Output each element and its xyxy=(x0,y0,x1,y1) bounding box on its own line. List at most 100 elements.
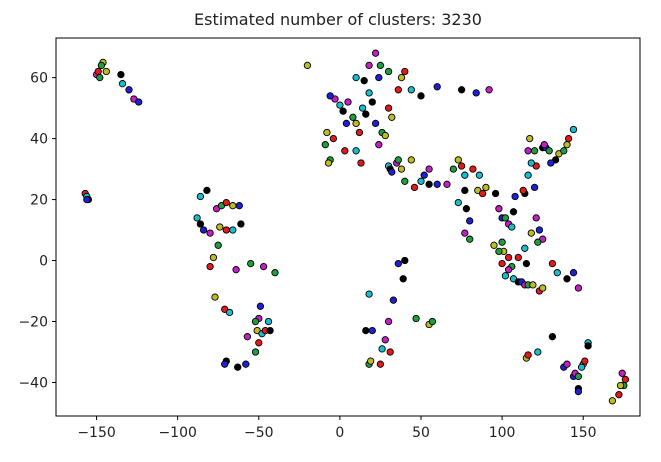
cluster-point xyxy=(457,162,466,170)
cluster-point xyxy=(472,89,480,97)
x-tick-label: 150 xyxy=(570,425,597,441)
cluster-point xyxy=(193,214,201,222)
cluster-point xyxy=(563,360,571,368)
cluster-point xyxy=(564,134,573,143)
cluster-point xyxy=(375,141,383,149)
cluster-point xyxy=(349,113,357,121)
cluster-point xyxy=(584,342,592,350)
cluster-point xyxy=(211,293,219,301)
cluster-point xyxy=(118,80,127,88)
cluster-point xyxy=(563,275,571,283)
cluster-point xyxy=(222,198,230,207)
cluster-point xyxy=(410,183,419,192)
cluster-point xyxy=(521,244,529,252)
cluster-point xyxy=(196,192,205,201)
cluster-point xyxy=(461,186,469,195)
cluster-point xyxy=(425,180,433,188)
cluster-point xyxy=(342,119,351,128)
cluster-point xyxy=(360,77,368,85)
cluster-point xyxy=(352,147,360,155)
cluster-point xyxy=(386,348,394,356)
cluster-point xyxy=(368,98,376,106)
cluster-point xyxy=(454,156,462,164)
cluster-point xyxy=(535,226,544,234)
cluster-point xyxy=(102,67,110,76)
cluster-point xyxy=(526,134,534,143)
cluster-point xyxy=(339,107,347,115)
cluster-point xyxy=(498,259,506,268)
cluster-point xyxy=(454,198,462,207)
cluster-point xyxy=(466,217,474,225)
cluster-point xyxy=(545,147,553,155)
cluster-point xyxy=(540,141,548,149)
cluster-point xyxy=(355,128,364,137)
cluster-point xyxy=(433,180,441,188)
cluster-point xyxy=(221,360,229,368)
cluster-point xyxy=(365,89,373,97)
x-tick-label: 100 xyxy=(489,425,516,441)
cluster-point xyxy=(618,369,626,377)
cluster-point xyxy=(206,229,214,237)
cluster-point xyxy=(336,101,344,109)
cluster-point xyxy=(243,333,252,341)
cluster-point xyxy=(214,241,222,249)
cluster-point xyxy=(225,308,234,317)
cluster-point xyxy=(209,253,218,262)
cluster-point xyxy=(530,183,539,192)
cluster-point xyxy=(621,375,630,384)
cluster-point xyxy=(329,134,338,143)
cluster-point xyxy=(569,269,578,277)
cluster-point xyxy=(135,98,143,106)
cluster-point xyxy=(401,177,409,185)
cluster-point xyxy=(229,202,237,210)
cluster-point xyxy=(569,125,578,134)
cluster-point xyxy=(509,208,518,216)
x-tick-label: −100 xyxy=(158,425,196,441)
chart-title: Estimated number of clusters: 3230 xyxy=(194,10,482,29)
cluster-point xyxy=(501,214,510,222)
cluster-point xyxy=(376,360,385,368)
cluster-point xyxy=(514,253,522,262)
cluster-point xyxy=(375,73,383,82)
cluster-point xyxy=(412,314,420,323)
cluster-point xyxy=(394,86,402,94)
cluster-point xyxy=(96,73,104,82)
cluster-point xyxy=(83,195,91,204)
cluster-point xyxy=(388,113,396,121)
cluster-point xyxy=(365,61,373,70)
cluster-point xyxy=(485,86,493,94)
cluster-point xyxy=(94,67,102,76)
cluster-point xyxy=(495,247,503,256)
cluster-point xyxy=(529,281,537,289)
cluster-point xyxy=(501,272,510,280)
cluster-point xyxy=(203,186,211,195)
cluster-point xyxy=(358,104,367,112)
cluster-point xyxy=(199,226,208,234)
cluster-point xyxy=(522,259,531,268)
cluster-point xyxy=(457,86,466,94)
cluster-point xyxy=(443,180,451,188)
cluster-point xyxy=(352,119,360,128)
cluster-point xyxy=(482,183,490,192)
cluster-point xyxy=(255,339,263,347)
cluster-point xyxy=(548,333,557,341)
cluster-point xyxy=(326,92,334,100)
cluster-point xyxy=(341,147,349,155)
cluster-point xyxy=(206,262,214,271)
cluster-point xyxy=(524,351,532,359)
cluster-point xyxy=(256,302,265,310)
cluster-point xyxy=(534,238,542,246)
cluster-point xyxy=(384,317,393,326)
cluster-point xyxy=(378,345,386,353)
cluster-point xyxy=(417,92,425,100)
cluster-point xyxy=(532,214,540,222)
cluster-point xyxy=(407,156,415,164)
y-tick-label: 40 xyxy=(30,132,48,148)
cluster-point xyxy=(321,141,329,149)
cluster-point xyxy=(428,317,437,326)
cluster-point xyxy=(251,317,260,326)
cluster-point xyxy=(407,86,415,94)
cluster-point xyxy=(368,326,376,335)
cluster-point xyxy=(365,290,373,298)
